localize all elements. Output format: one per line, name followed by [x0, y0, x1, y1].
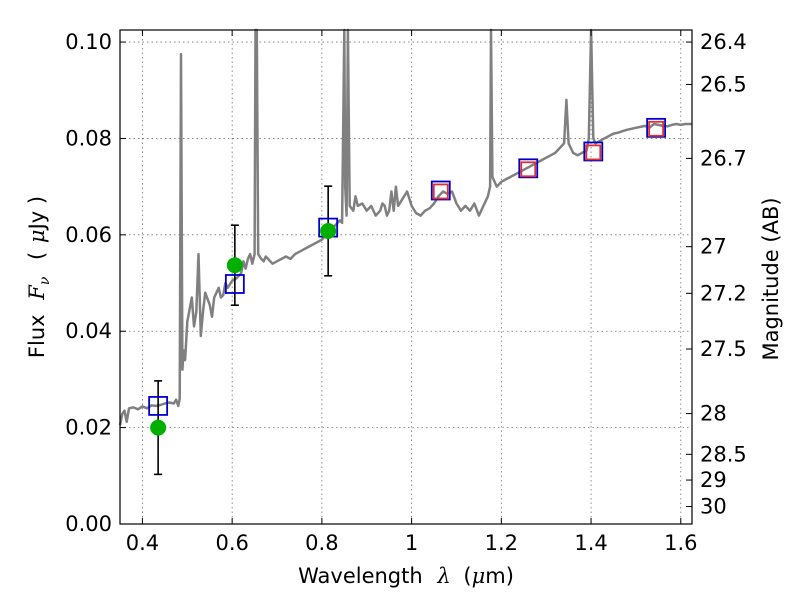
y-tick-label: 0.06: [65, 223, 112, 247]
x-axis-title-prefix: Wavelength: [298, 564, 423, 588]
y2-tick-label: 27.2: [700, 281, 747, 305]
y-axis-title-prefix: Flux: [25, 314, 49, 358]
y2-tick-label: 27.5: [700, 337, 747, 361]
model-square-blue: [224, 274, 245, 294]
x-tick-label: 1.6: [664, 531, 697, 555]
x-axis-title-unit-rest: m): [485, 564, 514, 588]
y-tick-label: 0.04: [65, 319, 112, 343]
spectrum-line: [118, 28, 692, 426]
y2-tick-label: 29: [700, 468, 727, 492]
model-square-blue: [646, 117, 667, 138]
x-tick-label: 1.4: [574, 531, 607, 555]
y2-axis-title: Magnitude (AB): [759, 197, 783, 360]
y-axis-title: Flux Fν ( μJy ): [25, 196, 54, 358]
tick-layer: 0.4 0.6 0.8 1 1.2 1.4 1.6 0.00 0.02 0.04 0.06 0.08 0…: [65, 30, 747, 555]
y2-tick-label: 30: [700, 495, 727, 519]
observed-point: [226, 257, 243, 274]
model-square-blue: [148, 396, 169, 416]
y-tick-label: 0.00: [65, 512, 112, 536]
model-square-red: [585, 144, 602, 161]
y2-tick-label: 26.7: [700, 146, 747, 170]
y2-tick-label: 28: [700, 402, 727, 426]
y-axis-title-symbol: F: [25, 284, 49, 301]
model-square-blue: [583, 141, 604, 162]
y2-tick-label: 28.5: [700, 442, 747, 466]
x-tick-label: 1: [405, 531, 418, 555]
model-square-red: [520, 161, 537, 178]
x-tick-label: 0.6: [215, 531, 248, 555]
y-tick-label: 0.10: [65, 30, 112, 54]
x-axis-title-unit-open: (: [463, 564, 471, 588]
y-axis-title-unit-open: (: [25, 252, 49, 260]
model-square-red: [648, 120, 665, 137]
x-axis-title: Wavelength λ (μm): [298, 564, 514, 588]
model-square-blue: [518, 158, 539, 179]
x-axis-title-symbol: λ: [436, 564, 450, 588]
model-square-blue: [430, 180, 451, 201]
marker-layer: [148, 117, 667, 476]
y-tick-label: 0.08: [65, 126, 112, 150]
x-tick-label: 1.2: [485, 531, 518, 555]
y-axis-title-subscript: ν: [37, 276, 53, 285]
x-tick-label: 0.4: [126, 531, 159, 555]
observed-point: [320, 222, 337, 239]
y2-tick-label: 27: [700, 235, 727, 259]
x-tick-label: 0.8: [305, 531, 338, 555]
model-square-red: [432, 183, 449, 200]
y-axis-title-unit-rest: Jy ): [25, 196, 49, 232]
spectrum-layer: [118, 28, 692, 426]
observed-point: [150, 419, 167, 436]
y2-tick-label: 26.4: [700, 30, 747, 54]
grid-layer: [120, 30, 692, 525]
y-tick-label: 0.02: [65, 416, 112, 440]
y2-tick-label: 26.5: [700, 72, 747, 96]
y-axis-title-unit-mu: μ: [25, 229, 49, 243]
plot-frame: [119, 29, 693, 525]
x-axis-title-unit-mu: μ: [472, 564, 486, 588]
